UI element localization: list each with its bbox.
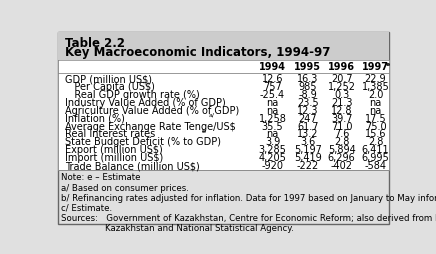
Text: 22.9: 22.9 [364, 74, 386, 84]
Text: na: na [266, 105, 279, 115]
Text: 757: 757 [263, 82, 282, 92]
Text: 12.8: 12.8 [331, 105, 352, 115]
Text: 17.5: 17.5 [364, 113, 386, 123]
Text: Average Exchange Rate Tenge/US$: Average Exchange Rate Tenge/US$ [65, 121, 235, 131]
FancyBboxPatch shape [58, 33, 389, 224]
Text: 39.7: 39.7 [331, 113, 352, 123]
Text: 1997: 1997 [362, 62, 389, 72]
Text: 2.0: 2.0 [368, 90, 383, 100]
Text: 1995: 1995 [294, 62, 321, 72]
Text: 1994: 1994 [259, 62, 286, 72]
Text: 1,385: 1,385 [361, 82, 389, 92]
Text: Key Macroeconomic Indicators, 1994-97: Key Macroeconomic Indicators, 1994-97 [65, 46, 330, 59]
Text: -25.4: -25.4 [260, 90, 285, 100]
Text: b/ Refinancing rates adjusted for inflation. Data for 1997 based on January to M: b/ Refinancing rates adjusted for inflat… [61, 193, 436, 202]
Text: 985: 985 [299, 82, 317, 92]
Text: a/: a/ [208, 113, 214, 118]
Text: -584: -584 [364, 161, 386, 170]
Text: 3.9: 3.9 [265, 137, 280, 147]
Text: 3.6: 3.6 [300, 137, 316, 147]
Text: c/ Estimate.: c/ Estimate. [61, 203, 112, 212]
Text: 35.5: 35.5 [262, 121, 283, 131]
Text: 6,296: 6,296 [328, 153, 356, 163]
Text: 23.5: 23.5 [297, 98, 319, 107]
Text: 61.7: 61.7 [297, 121, 319, 131]
Text: 1,252: 1,252 [328, 82, 356, 92]
Text: Export (million US$): Export (million US$) [65, 145, 162, 155]
Text: 4,205: 4,205 [259, 153, 286, 163]
Text: -402: -402 [331, 161, 353, 170]
Text: Trade Balance (million US$): Trade Balance (million US$) [65, 161, 199, 170]
Text: a/ Based on consumer prices.: a/ Based on consumer prices. [61, 183, 189, 192]
Text: na: na [369, 105, 382, 115]
Text: 5,197: 5,197 [294, 145, 322, 155]
Text: 247: 247 [299, 113, 317, 123]
Text: 12.3: 12.3 [297, 105, 319, 115]
Text: 6,995: 6,995 [361, 153, 389, 163]
Text: 1,258: 1,258 [259, 113, 286, 123]
FancyBboxPatch shape [58, 33, 389, 61]
Text: 5,894: 5,894 [328, 145, 356, 155]
Text: Real Interest rates: Real Interest rates [65, 129, 155, 139]
Text: 5,419: 5,419 [294, 153, 322, 163]
Text: 0.3: 0.3 [334, 90, 349, 100]
Text: Table 2.2: Table 2.2 [65, 37, 125, 50]
Text: Industry Value Added (% of GDP): Industry Value Added (% of GDP) [65, 98, 225, 107]
Text: 6,411: 6,411 [362, 145, 389, 155]
Text: Agriculture Value Added (% of GDP): Agriculture Value Added (% of GDP) [65, 105, 239, 115]
Text: Note: e – Estimate: Note: e – Estimate [61, 173, 141, 182]
Text: Per Capita (US$): Per Capita (US$) [65, 82, 154, 92]
Text: na: na [369, 98, 382, 107]
Text: 20.7: 20.7 [331, 74, 353, 84]
Text: -920: -920 [262, 161, 283, 170]
Text: 13.2: 13.2 [297, 129, 319, 139]
Text: na: na [266, 98, 279, 107]
Text: 2.8: 2.8 [334, 137, 349, 147]
Text: GDP (million US$): GDP (million US$) [65, 74, 152, 84]
Text: 12.6: 12.6 [262, 74, 283, 84]
Text: 3,285: 3,285 [259, 145, 286, 155]
Text: b: b [201, 128, 205, 133]
Text: State Budget Deficit (% to GDP): State Budget Deficit (% to GDP) [65, 137, 221, 147]
Text: -8.9: -8.9 [299, 90, 317, 100]
Text: -222: -222 [297, 161, 319, 170]
Text: 1996: 1996 [328, 62, 355, 72]
Text: 71.0: 71.0 [331, 121, 352, 131]
Text: na: na [266, 129, 279, 139]
Text: Import (million US$): Import (million US$) [65, 153, 163, 163]
FancyBboxPatch shape [58, 61, 389, 170]
Text: 21.3: 21.3 [331, 98, 352, 107]
Text: Sources:   Government of Kazakhstan, Centre for Economic Reform; also derived fr: Sources: Government of Kazakhstan, Centr… [61, 213, 436, 222]
Text: Kazakhstan and National Statistical Agency.: Kazakhstan and National Statistical Agen… [61, 224, 294, 232]
Text: 15.6: 15.6 [365, 129, 386, 139]
Text: 75.0: 75.0 [364, 121, 386, 131]
Text: Real GDP growth rate (%): Real GDP growth rate (%) [65, 90, 199, 100]
Text: Inflation (%): Inflation (%) [65, 113, 125, 123]
Text: 2.8: 2.8 [368, 137, 383, 147]
Text: 7.6: 7.6 [334, 129, 349, 139]
Text: 16.3: 16.3 [297, 74, 319, 84]
Text: e: e [385, 61, 390, 66]
